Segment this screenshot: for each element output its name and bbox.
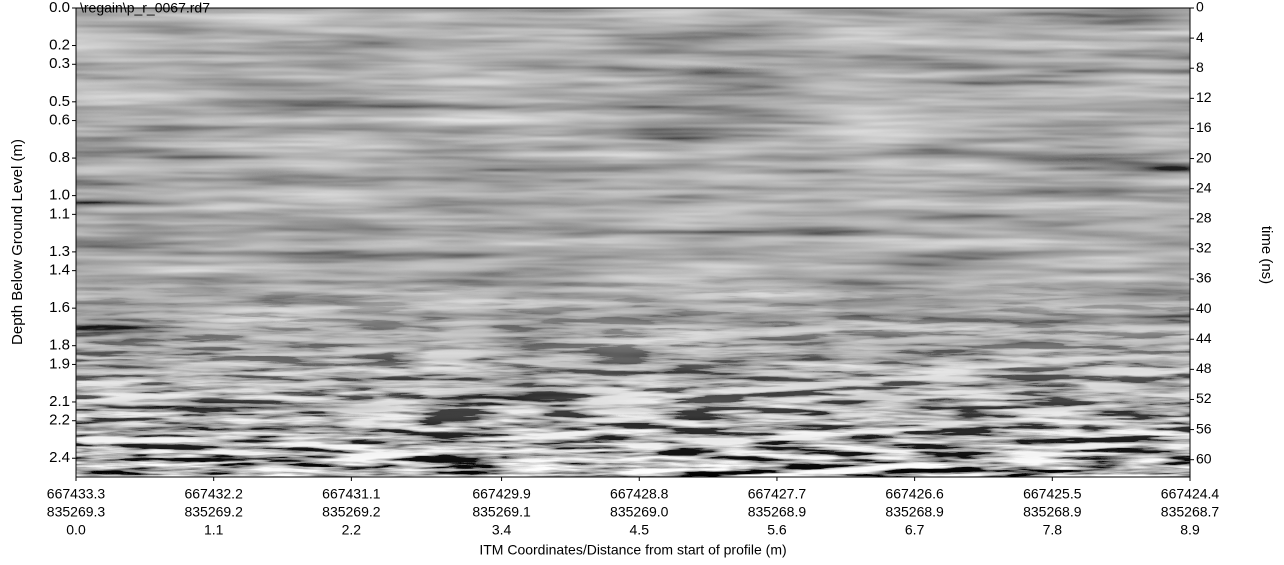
- y-tick-label: 2.4: [49, 449, 70, 466]
- y2-tick-label: 32: [1196, 240, 1212, 256]
- y-tick-label: 1.9: [49, 355, 70, 372]
- x-easting-label: 667431.1: [322, 486, 381, 502]
- x-easting-label: 667433.3: [47, 486, 106, 502]
- x-easting-label: 667424.4: [1161, 486, 1220, 502]
- y-tick-label: 0.0: [49, 0, 70, 16]
- x-northing-label: 835269.2: [184, 504, 243, 520]
- x-tick-label: 0.0: [66, 522, 86, 538]
- x-northing-label: 835269.1: [472, 504, 531, 520]
- y2-tick-label: 40: [1196, 300, 1212, 316]
- y-tick-label: 1.4: [49, 262, 70, 279]
- x-northing-label: 835268.7: [1161, 504, 1220, 520]
- x-tick-label: 1.1: [204, 522, 224, 538]
- y2-tick-label: 20: [1196, 149, 1212, 165]
- y2-axis-label: time (ns): [1258, 226, 1275, 284]
- y-tick-label: 0.8: [49, 149, 70, 166]
- y2-tick-label: 0: [1196, 0, 1204, 15]
- x-tick-label: 7.8: [1043, 522, 1063, 538]
- x-tick-label: 8.9: [1180, 522, 1200, 538]
- y-tick-label: 1.6: [49, 299, 70, 316]
- y-tick-label: 1.1: [49, 205, 70, 222]
- x-tick-label: 4.5: [630, 522, 650, 538]
- x-tick-label: 3.4: [492, 522, 512, 538]
- x-northing-label: 835268.9: [885, 504, 944, 520]
- x-tick-label: 5.6: [767, 522, 787, 538]
- y-tick-label: 2.2: [49, 412, 70, 429]
- x-northing-label: 835268.9: [1023, 504, 1082, 520]
- y2-tick-label: 44: [1196, 330, 1212, 346]
- y-tick-label: 0.6: [49, 112, 70, 129]
- y2-tick-label: 16: [1196, 119, 1212, 135]
- y-tick-label: 1.8: [49, 337, 70, 354]
- x-easting-label: 667429.9: [472, 486, 531, 502]
- y-tick-label: 1.0: [49, 187, 70, 204]
- y2-tick-label: 8: [1196, 59, 1204, 75]
- x-tick-label: 2.2: [342, 522, 362, 538]
- y2-tick-label: 52: [1196, 390, 1212, 406]
- y-axis-label: Depth Below Ground Level (m): [9, 139, 26, 345]
- x-easting-label: 667432.2: [184, 486, 243, 502]
- y2-tick-label: 4: [1196, 29, 1204, 45]
- x-tick-label: 6.7: [905, 522, 925, 538]
- chart-title: \regain\p_r_0067.rd7: [80, 0, 210, 16]
- x-easting-label: 667426.6: [885, 486, 944, 502]
- x-northing-label: 835268.9: [748, 504, 807, 520]
- plot-frame: [75, 7, 1191, 478]
- x-easting-label: 667427.7: [748, 486, 807, 502]
- x-northing-label: 835269.2: [322, 504, 381, 520]
- radargram-image: [76, 8, 1190, 477]
- y-tick-label: 1.3: [49, 243, 70, 260]
- y-tick-label: 0.3: [49, 55, 70, 72]
- y-tick-label: 0.5: [49, 93, 70, 110]
- y2-tick-label: 12: [1196, 89, 1212, 105]
- y2-tick-label: 56: [1196, 420, 1212, 436]
- y-tick-label: 0.2: [49, 36, 70, 53]
- x-easting-label: 667425.5: [1023, 486, 1082, 502]
- y2-tick-label: 48: [1196, 360, 1212, 376]
- x-easting-label: 667428.8: [610, 486, 669, 502]
- y2-tick-label: 36: [1196, 270, 1212, 286]
- y-tick-label: 2.1: [49, 393, 70, 410]
- y2-tick-label: 60: [1196, 450, 1212, 466]
- y2-tick-label: 28: [1196, 209, 1212, 225]
- x-axis-label: ITM Coordinates/Distance from start of p…: [479, 542, 786, 558]
- x-northing-label: 835269.0: [610, 504, 669, 520]
- x-northing-label: 835269.3: [47, 504, 106, 520]
- y2-tick-label: 24: [1196, 179, 1212, 195]
